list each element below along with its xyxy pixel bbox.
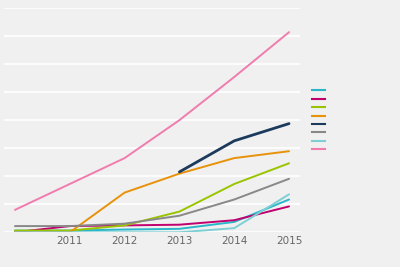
Legend:  ,  ,  ,  ,  ,  ,  ,  : , , , , , , , [312,88,328,153]
